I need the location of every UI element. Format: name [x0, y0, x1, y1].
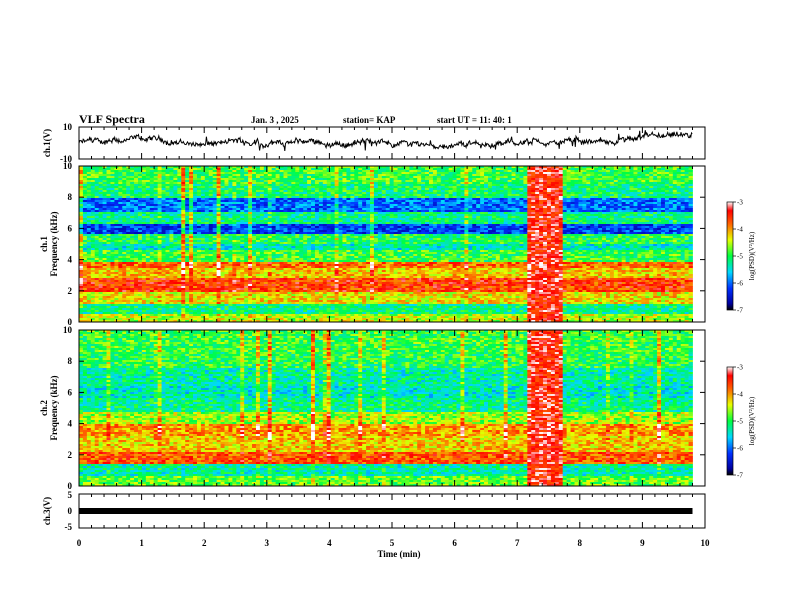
colorbar-ch2: -3 -4 -5 -6 -7 log(PSD)(V²/Hz) [727, 364, 756, 480]
time-axis-tick-label: 1 [139, 538, 144, 548]
station-label: station= KAP [343, 115, 396, 125]
time-axis-tick-label: 0 [77, 538, 82, 548]
ch1-frequency-label: Frequency (kHz) [49, 211, 59, 276]
ch1-spectrogram-ytick-label: 2 [68, 286, 73, 296]
time-axis-tick-label: 8 [578, 538, 583, 548]
ch1-ylabel: ch.1(V) [42, 129, 52, 157]
time-axis-title: Time (min) [377, 549, 420, 559]
ch3-trace-line [79, 508, 693, 514]
ch3-ylabel: ch.3(V) [42, 497, 52, 525]
colorbar-tick-label: -7 [737, 307, 743, 315]
time-axis-tick-label: 5 [390, 538, 395, 548]
time-axis-tick-label: 6 [452, 538, 457, 548]
colorbar-tick-label: -3 [737, 364, 743, 372]
vlf-figure: VLF Spectra Jan. 3 , 2025 station= KAP s… [0, 0, 792, 612]
ch1-ytick-top: 10 [63, 122, 73, 132]
colorbar-tick-label: -7 [737, 472, 743, 480]
ch2-spectrogram-ytick-label: 6 [68, 387, 73, 397]
colorbar-tick-label: -5 [737, 418, 743, 426]
ch1-spectrogram-ytick-label: 8 [68, 192, 73, 202]
colorbar-ch1-label: log(PSD)(V²/Hz) [748, 231, 756, 280]
time-axis-tick-label: 4 [327, 538, 332, 548]
ch2-spectrogram-ytick-label: 10 [63, 325, 73, 335]
ch1-spectrogram-image [79, 166, 693, 322]
ch2-channel-label: ch.2 [39, 400, 49, 416]
date-label: Jan. 3 , 2025 [251, 115, 299, 125]
colorbar-ch2-label: log(PSD)(V²/Hz) [748, 396, 756, 445]
colorbar-tick-label: -3 [737, 199, 743, 207]
ch2-spectrogram-ytick-label: 2 [68, 450, 73, 460]
time-axis-tick-label: 3 [265, 538, 270, 548]
time-axis-tick-label: 7 [515, 538, 520, 548]
colorbar-tick-label: -6 [737, 445, 743, 453]
ch3-ytick-bottom: -5 [65, 522, 73, 532]
time-axis-tick-label: 10 [701, 538, 711, 548]
colorbar-tick-label: -6 [737, 280, 743, 288]
ch1-spectrogram-ytick-label: 4 [68, 255, 73, 265]
colorbar-tick-label: -4 [737, 226, 743, 234]
ch2-spectrogram-ytick-label: 8 [68, 356, 73, 366]
time-axis-labels: 0 1 2 3 4 5 6 7 8 9 10 [77, 538, 710, 548]
figure-title: VLF Spectra [79, 112, 145, 126]
ch3-ytick-mid: 0 [68, 506, 73, 516]
ch3-ytick-top: 5 [68, 490, 73, 500]
colorbar-tick-label: -5 [737, 253, 743, 261]
ch2-frequency-label: Frequency (kHz) [49, 375, 59, 440]
time-axis-tick-label: 9 [640, 538, 645, 548]
ch1-spectrogram-ytick-label: 6 [68, 223, 73, 233]
ch2-spectrogram-image [79, 330, 693, 486]
ch1-spectrogram-ytick-label: 10 [63, 161, 73, 171]
time-axis-tick-label: 2 [202, 538, 207, 548]
ch1-channel-label: ch.1 [39, 236, 49, 252]
ch2-spectrogram-ytick-label: 4 [68, 419, 73, 429]
colorbar-ch1: -3 -4 -5 -6 -7 log(PSD)(V²/Hz) [727, 199, 756, 315]
colorbar-tick-label: -4 [737, 391, 743, 399]
start-time-label: start UT = 11: 40: 1 [437, 115, 512, 125]
